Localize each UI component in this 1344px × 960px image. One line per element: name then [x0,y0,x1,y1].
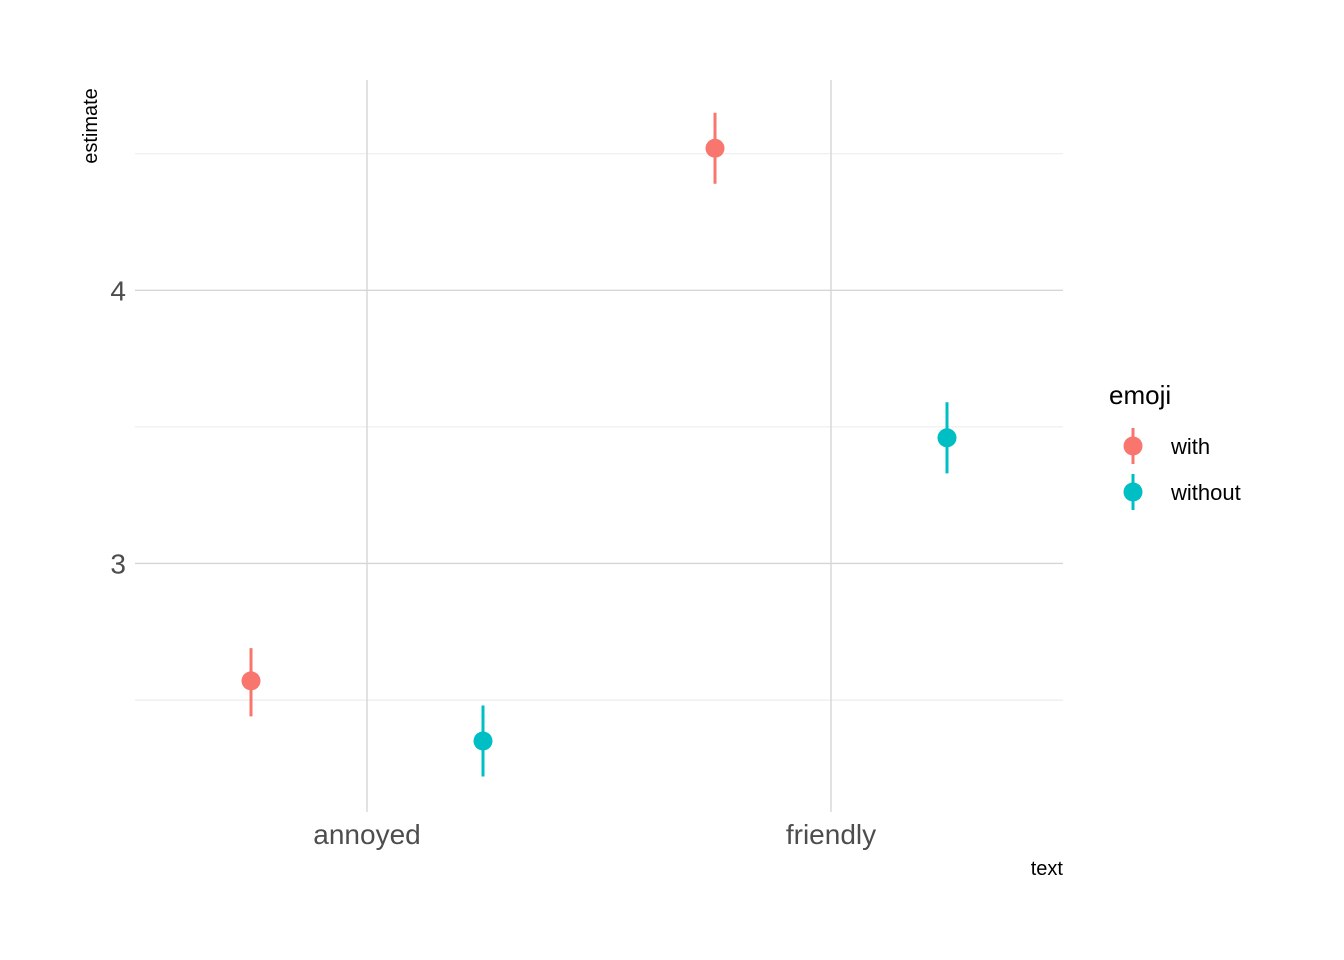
legend-key-point [1123,436,1143,456]
legend-label: without [1170,480,1241,505]
data-point [937,428,957,448]
data-point [241,671,261,691]
y-tick-labels: 34 [110,275,126,579]
y-tick-label: 4 [110,275,126,306]
data-point [705,138,725,158]
data-marks [241,112,957,777]
legend-label: with [1170,434,1210,459]
grid-layer [135,80,1063,812]
legend-key-point [1123,482,1143,502]
y-axis-title: estimate [80,88,102,164]
legend-items: with without [1123,428,1241,510]
legend: emoji with without [1109,380,1241,510]
legend-title: emoji [1109,380,1171,410]
x-tick-label: annoyed [313,819,420,850]
y-tick-label: 3 [110,548,126,579]
x-tick-labels: annoyed friendly [313,819,876,850]
data-point [473,731,493,751]
x-tick-label: friendly [786,819,876,850]
x-axis-title: text [1031,858,1064,880]
